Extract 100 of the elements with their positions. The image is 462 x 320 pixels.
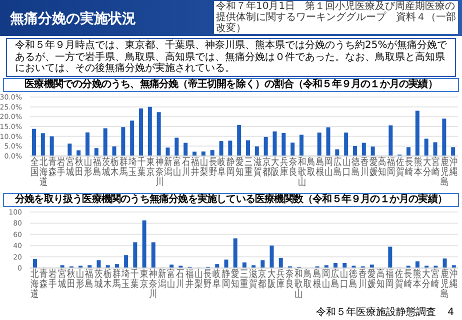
x-tick-label: 長野 (208, 156, 217, 178)
x-tick-label: 大分 (422, 156, 431, 178)
x-tick-label: 京都 (262, 156, 270, 178)
x-tick-label: 三重 (244, 157, 252, 178)
x-tick-label: 鳥取 (302, 268, 312, 290)
x-tick-label: 北海道 (39, 156, 48, 188)
x-tick-label: 兵庫 (280, 156, 288, 178)
x-tick-label: 千葉 (137, 156, 146, 178)
text: 令和７年10月1日 第１回小児医療及び周産期医療の提供体制に関するワーキンググループ 資料４（一部改変） (214, 1, 458, 34)
x-tick-label: 三重 (240, 269, 248, 290)
x-tick-label: 徳島 (351, 156, 360, 178)
x-tick-label: 岩手 (57, 156, 66, 178)
x-tick-label: 福岡 (386, 268, 394, 290)
x-tick-label: 広島 (334, 156, 342, 178)
x-tick-label: 愛媛 (369, 156, 378, 178)
x-tick-label: 香川 (358, 268, 366, 290)
x-tick-label: 福島 (92, 156, 101, 178)
x-tick-label: 北海道 (30, 268, 39, 300)
x-tick-label: 神奈川 (148, 268, 157, 300)
text: 令和５年医療施設静態調査 (316, 307, 436, 318)
x-tick-label: 栃木 (103, 268, 112, 290)
x-tick-label: 埼玉 (128, 156, 137, 178)
x-tick-label: 佐賀 (394, 268, 403, 290)
x-tick-label: 群馬 (118, 156, 128, 178)
x-tick-label: 秋田 (75, 156, 84, 178)
x-tick-label: 愛知 (230, 268, 239, 290)
x-tick-label: 福井 (190, 156, 199, 178)
x-tick-label: 静岡 (222, 268, 230, 290)
x-tick-label: 宮崎 (431, 268, 440, 290)
x-tick-label: 滋賀 (249, 268, 258, 290)
x-tick-label: 愛知 (236, 156, 244, 178)
x-tick-label: 京都 (258, 268, 266, 290)
x-tick-label: 秋田 (66, 268, 76, 290)
x-tick-label: 沖縄 (448, 156, 458, 178)
x-tick-label: 福井 (185, 268, 194, 290)
x-tick-label: 全国 (30, 156, 38, 178)
x-tick-label: 沖縄 (448, 268, 458, 290)
x-tick-label: 埼玉 (120, 268, 130, 290)
x-tick-label: 奈良 (289, 156, 298, 178)
x-tick-label: 熊本 (412, 268, 422, 290)
x-tick-label: 佐賀 (396, 156, 404, 178)
x-tick-label: 静岡 (226, 156, 235, 178)
x-tick-label: 大阪 (267, 268, 276, 290)
x-tick-label: 新潟 (158, 268, 166, 290)
x-tick-label: 滋賀 (253, 156, 262, 178)
x-tick-label: 山口 (342, 156, 351, 178)
text: 無痛分娩の実施状況 (10, 10, 136, 28)
x-tick-label: 鹿児島 (440, 156, 449, 188)
x-tick-label: 岐阜 (212, 268, 221, 290)
x-tick-label: 鳥取 (306, 156, 315, 178)
x-tick-label: 長崎 (404, 268, 412, 290)
text: 4 (448, 307, 454, 318)
x-tick-label: 千葉 (130, 268, 139, 290)
x-tick-label: 岡山 (324, 157, 333, 178)
x-tick-label: 岩手 (48, 268, 57, 290)
x-tick-label: 福岡 (387, 156, 396, 178)
x-tick-label: 鹿児島 (440, 268, 448, 300)
chart-title: 医療機関での分娩のうち、無痛分娩（帝王切開を除く）の割合（令和５年９月の１か月の実績） (3, 78, 459, 92)
x-tick-label: 山梨 (200, 156, 208, 178)
x-tick-label: 島根 (312, 268, 321, 290)
x-tick-label: 茨城 (100, 156, 110, 178)
x-tick-label: 長野 (204, 268, 212, 290)
x-tick-label: 宮崎 (432, 156, 440, 178)
x-tick-label: 奈良 (285, 268, 294, 290)
x-tick-label: 熊本 (414, 156, 422, 178)
x-tick-label: 茨城 (93, 268, 102, 290)
x-tick-label: 長崎 (404, 156, 413, 178)
x-tick-label: 群馬 (112, 268, 121, 290)
x-tick-label: 新潟 (164, 156, 172, 178)
x-tick-label: 和歌山 (298, 156, 306, 188)
chart-title: 分娩を取り扱う医療機関のうち無痛分娩を実施している医療機関数（令和５年９月の１か月の実績） (3, 193, 459, 207)
x-tick-label: 山形 (84, 156, 92, 178)
x-tick-label: 山口 (340, 268, 348, 290)
x-tick-label: 石川 (182, 157, 190, 178)
x-tick-label: 兵庫 (276, 268, 284, 290)
x-tick-label: 富山 (167, 268, 176, 290)
x-tick-label: 岡山 (322, 269, 330, 290)
x-tick-label: 高知 (376, 268, 385, 290)
x-tick-label: 福島 (85, 268, 94, 290)
x-tick-label: 広島 (331, 268, 340, 290)
x-tick-label: 東京 (140, 268, 148, 290)
x-tick-label: 徳島 (349, 268, 358, 290)
x-tick-label: 和歌山 (294, 268, 303, 300)
x-tick-label: 岐阜 (218, 156, 226, 178)
x-tick-label: 石川 (176, 269, 184, 290)
x-tick-label: 宮城 (65, 156, 74, 178)
x-tick-label: 山形 (76, 268, 84, 290)
x-tick-label: 愛媛 (367, 268, 376, 290)
text: 令和５年９月時点では、東京都、千葉県、神奈川県、熊本県では分娩のうち約25%が無痛分娩であるが、一方で岩手県、鳥取県、高知県では、無痛分娩は０件であった。なお、鳥取県と高知県においては、その後無痛分娩が実施されている。 (6, 38, 456, 76)
x-tick-label: 香川 (360, 156, 368, 178)
x-tick-label: 青森 (48, 156, 56, 178)
x-tick-label: 大阪 (271, 156, 280, 178)
x-tick-label: 栃木 (110, 156, 119, 178)
x-tick-label: 宮城 (56, 268, 66, 290)
x-tick-label: 山梨 (194, 268, 203, 290)
x-tick-label: 青森 (40, 268, 48, 290)
x-tick-label: 高知 (378, 156, 386, 178)
x-tick-label: 島根 (316, 156, 324, 178)
x-tick-label: 神奈川 (155, 156, 164, 188)
x-tick-label: 東京 (146, 156, 154, 178)
